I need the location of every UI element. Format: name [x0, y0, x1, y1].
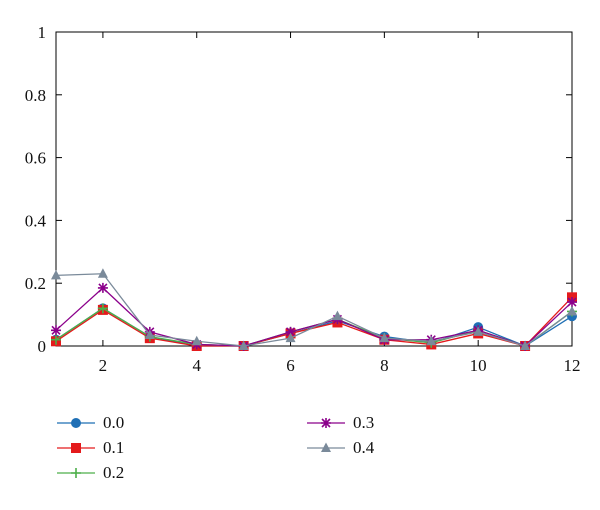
y-tick-label: 0.4 — [25, 211, 47, 230]
legend-marker-1 — [71, 443, 81, 453]
legend-label-series-0: 0.0 — [103, 413, 125, 432]
legend-item-series-2: 0.2 — [55, 462, 195, 484]
y-tick-label: 0 — [38, 337, 47, 356]
legend-swatch-series-0 — [57, 418, 95, 428]
series-4-point — [285, 332, 296, 343]
series-line-1 — [55, 296, 573, 347]
legend-marker-3 — [321, 418, 331, 428]
series-2-point — [51, 334, 61, 345]
series-layer — [51, 268, 577, 351]
legend-item-series-3: 0.3 — [305, 412, 445, 434]
legend-marker-0 — [71, 418, 81, 428]
legend-label-series-1: 0.1 — [103, 438, 125, 457]
x-tick-label: 10 — [470, 356, 487, 375]
series-4-point — [332, 310, 343, 321]
legend-swatch-series-4 — [307, 442, 345, 452]
legend-swatch-series-3 — [307, 418, 345, 428]
series-3-point — [97, 282, 108, 293]
series-4-point — [379, 332, 390, 343]
legend-marker-2 — [71, 468, 81, 478]
series-3-point — [285, 326, 296, 337]
series-4-point — [144, 329, 155, 340]
series-4-point — [51, 269, 61, 280]
series-3-point — [51, 325, 61, 336]
legend-swatch-series-2 — [57, 468, 95, 478]
series-4-point — [191, 335, 202, 346]
legend-label-series-3: 0.3 — [353, 413, 375, 432]
legend-marker-4 — [321, 442, 331, 452]
legend-item-series-1: 0.1 — [55, 437, 195, 459]
y-tick-label: 0.2 — [25, 274, 46, 293]
y-tick-label: 0.6 — [25, 149, 46, 168]
legend-item-series-4: 0.4 — [305, 437, 445, 459]
series-3 — [51, 282, 577, 351]
y-tick-label: 0.8 — [25, 86, 46, 105]
x-tick-label: 8 — [380, 356, 389, 375]
x-tick-label: 12 — [564, 356, 581, 375]
x-tick-label: 6 — [286, 356, 295, 375]
legend-label-series-4: 0.4 — [353, 438, 375, 457]
series-4-point — [97, 268, 108, 278]
legend-swatch-series-1 — [57, 443, 95, 453]
series-4-point — [426, 335, 437, 346]
series-1 — [51, 292, 577, 351]
y-tick-label: 1 — [38, 23, 47, 42]
series-4-point — [473, 326, 484, 336]
x-tick-label: 4 — [192, 356, 201, 375]
series-2-point — [97, 303, 108, 314]
plot-frame — [55, 31, 573, 347]
line-chart: 2 4 6 8 10 12 0 0.2 0.4 0.6 0.8 1 — [25, 23, 581, 375]
series-line-4 — [55, 273, 573, 347]
x-tick-label: 2 — [99, 356, 108, 375]
series-4-point — [567, 305, 577, 316]
legend-label-series-2: 0.2 — [103, 463, 125, 482]
series-4-point — [238, 340, 249, 350]
series-4-point — [520, 340, 531, 350]
series-3-point — [567, 297, 577, 308]
axes-layer: 2 4 6 8 10 12 0 0.2 0.4 0.6 0.8 1 — [25, 23, 581, 375]
legend-item-series-0: 0.0 — [55, 412, 195, 434]
series-4 — [51, 268, 577, 350]
